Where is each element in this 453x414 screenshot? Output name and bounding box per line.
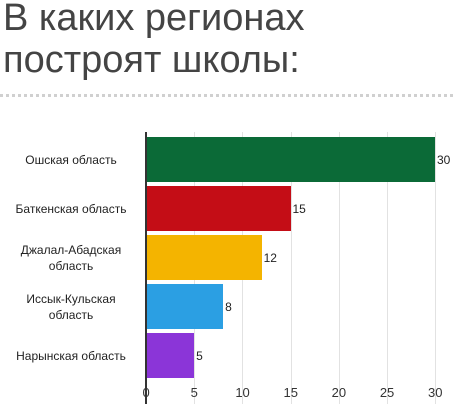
grid-line — [435, 132, 436, 404]
grid-line — [338, 132, 340, 404]
chart-title: В каких регионах построят школы: — [3, 0, 305, 81]
y-tick-label: Ошская область — [25, 152, 117, 167]
x-tick-label: 5 — [190, 385, 198, 400]
bar — [147, 333, 195, 378]
grid-line — [290, 132, 292, 404]
x-tick-label: 15 — [283, 385, 298, 400]
bar — [147, 235, 262, 280]
y-tick-label: Нарынская область — [16, 348, 126, 363]
x-tick-label: 30 — [428, 385, 443, 400]
y-tick-label: Баткенская область — [15, 201, 127, 216]
value-label: 8 — [225, 299, 232, 314]
x-tick-label: 20 — [331, 385, 347, 400]
separator — [0, 94, 453, 97]
bar — [147, 137, 435, 182]
bar — [147, 284, 224, 329]
axis-line — [145, 132, 147, 404]
value-label: 5 — [196, 348, 203, 363]
y-tick-label: Иссык-Кульская область — [26, 291, 116, 322]
grid-line — [386, 132, 388, 404]
value-label: 30 — [437, 152, 451, 167]
x-tick-label: 25 — [379, 385, 395, 400]
bar — [147, 186, 291, 231]
value-label: 12 — [263, 250, 277, 265]
value-label: 15 — [292, 201, 306, 216]
x-tick-label: 10 — [235, 385, 250, 400]
y-tick-label: Джалал-Абадская область — [20, 242, 122, 273]
